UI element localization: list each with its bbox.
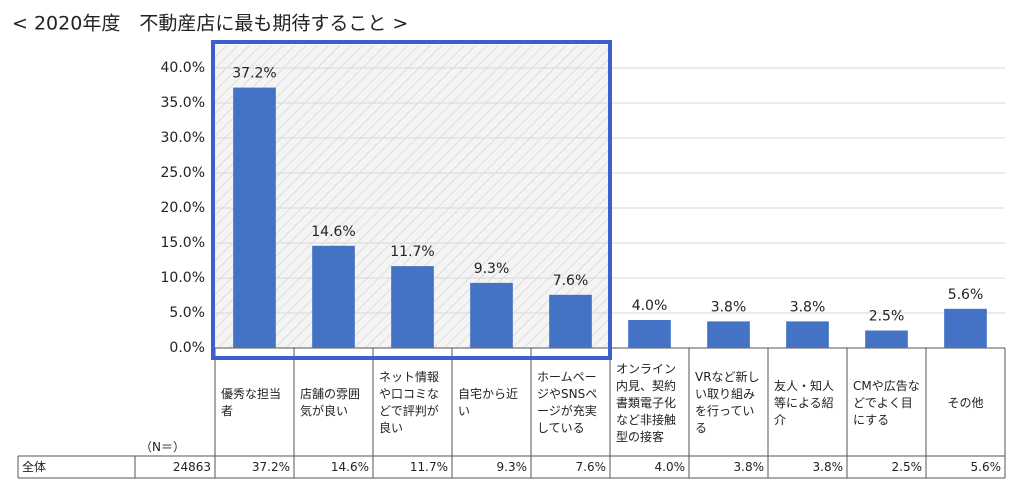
table-value: 2.5%	[891, 460, 923, 474]
chart-title: < 2020年度 不動産店に最も期待すること >	[12, 13, 408, 35]
bar	[865, 330, 908, 348]
table-n: 24863	[172, 460, 211, 474]
value-label: 3.8%	[790, 299, 826, 315]
table-value: 7.6%	[575, 460, 607, 474]
table-value: 3.8%	[733, 460, 765, 474]
value-label: 37.2%	[232, 66, 276, 82]
category-text: オンライン内見、契約書類電子化など非接触型の接客	[616, 361, 677, 444]
value-label: 11.7%	[390, 244, 434, 260]
table-row-label: 全体	[22, 460, 47, 474]
category-text: 友人・知人等による紹介	[774, 378, 835, 427]
bar	[549, 294, 592, 348]
y-tick-label: 35.0%	[161, 95, 205, 111]
y-tick-label: 40.0%	[161, 60, 205, 76]
category-text: 優秀な担当者	[221, 387, 282, 418]
y-tick-label: 20.0%	[161, 200, 205, 216]
category-label: 友人・知人等による紹介	[774, 350, 841, 456]
bar	[312, 245, 355, 348]
bar	[707, 321, 750, 348]
category-label: 店舗の雰囲気が良い	[300, 350, 367, 456]
table-value: 14.6%	[330, 460, 369, 474]
bar	[944, 308, 987, 348]
value-label: 9.3%	[474, 261, 510, 277]
category-label: ネット情報や口コミなどで評判が良い	[379, 350, 446, 456]
table-value: 37.2%	[251, 460, 290, 474]
value-label: 4.0%	[632, 298, 668, 314]
category-text: ホームページやSNSページが充実している	[537, 370, 598, 435]
category-text: 自宅から近い	[458, 387, 519, 418]
category-label: CMや広告などでよく目にする	[853, 350, 920, 456]
table-n-header: （N＝）	[140, 440, 185, 454]
table-value: 11.7%	[409, 460, 448, 474]
highlight-box	[211, 40, 612, 360]
value-label: 5.6%	[948, 287, 984, 303]
value-label: 14.6%	[311, 224, 355, 240]
table-value: 9.3%	[496, 460, 528, 474]
bar	[470, 282, 513, 348]
category-text: その他	[947, 395, 984, 410]
y-tick-label: 30.0%	[161, 130, 205, 146]
y-tick-label: 15.0%	[161, 235, 205, 251]
bar	[233, 87, 276, 348]
y-tick-label: 0.0%	[169, 340, 205, 356]
category-label: その他	[932, 350, 999, 456]
value-label: 2.5%	[869, 309, 905, 325]
y-tick-label: 25.0%	[161, 165, 205, 181]
category-label: オンライン内見、契約書類電子化など非接触型の接客	[616, 350, 683, 456]
y-tick-label: 5.0%	[169, 305, 205, 321]
table-value: 5.6%	[970, 460, 1002, 474]
category-label: VRなど新しい取り組みを行っている	[695, 350, 762, 456]
category-label: ホームページやSNSページが充実している	[537, 350, 604, 456]
category-text: CMや広告などでよく目にする	[853, 378, 920, 427]
value-label: 3.8%	[711, 299, 747, 315]
value-label: 7.6%	[553, 273, 589, 289]
category-text: VRなど新しい取り組みを行っている	[695, 370, 760, 435]
category-label: 自宅から近い	[458, 350, 525, 456]
category-text: 店舗の雰囲気が良い	[300, 387, 361, 418]
bar	[391, 266, 434, 348]
bar	[628, 320, 671, 348]
y-tick-label: 10.0%	[161, 270, 205, 286]
table-value: 3.8%	[812, 460, 844, 474]
bar	[786, 321, 829, 348]
category-label: 優秀な担当者	[221, 350, 288, 456]
table-value: 4.0%	[654, 460, 686, 474]
category-text: ネット情報や口コミなどで評判が良い	[379, 370, 440, 435]
